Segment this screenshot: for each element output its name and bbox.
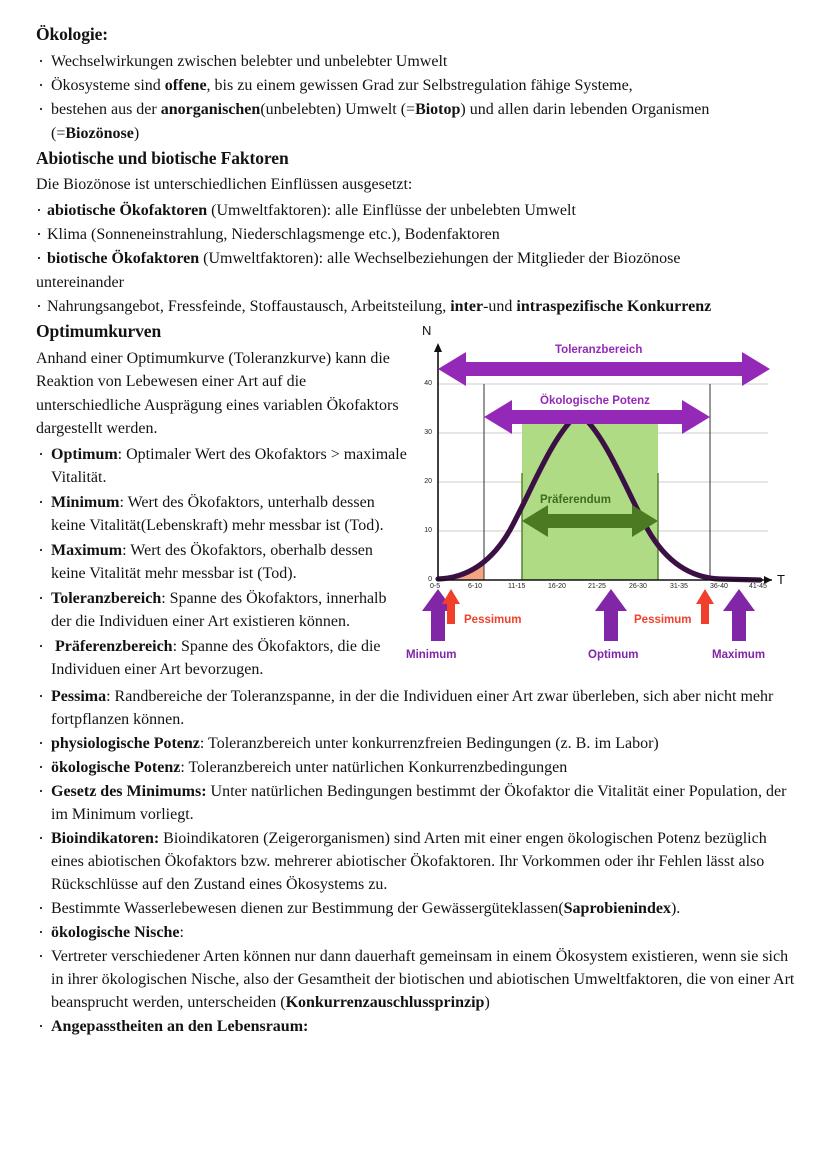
optimumkurve-chart: N T 0 10 20 30 40 0-5 6-10 11-15 16-20 2… bbox=[406, 322, 802, 670]
region-pessimum-left bbox=[438, 561, 484, 580]
label-toleranzbereich: Toleranzbereich bbox=[555, 343, 643, 356]
list-item: Präferenzbereich: Spanne des Ökofaktors,… bbox=[36, 634, 408, 682]
y-tick-10: 10 bbox=[424, 526, 432, 534]
list-faktoren: abiotische Ökofaktoren (Umweltfaktoren):… bbox=[36, 198, 796, 320]
list-item: Bioindikatoren: Bioindikatoren (Zeigeror… bbox=[36, 826, 796, 896]
y-tick-20: 20 bbox=[424, 477, 432, 485]
definitions-region: Pessima: Randbereiche der Toleranzspanne… bbox=[36, 684, 796, 1040]
label-praeferendum: Präferendum bbox=[540, 493, 611, 506]
list-item: ökologische Potenz: Toleranzbereich unte… bbox=[36, 755, 796, 781]
y-axis-label: N bbox=[422, 322, 432, 338]
x-axis-label: T bbox=[777, 571, 785, 587]
list-item-continuation: (=Biozönose) bbox=[51, 124, 140, 142]
section-heading-optimumkurven: Optimumkurven bbox=[36, 320, 162, 341]
list-definitions: Pessima: Randbereiche der Toleranzspanne… bbox=[36, 684, 796, 1040]
list-oekologie: Wechselwirkungen zwischen belebter und u… bbox=[36, 49, 796, 145]
label-pessimum-right: Pessimum bbox=[634, 613, 692, 626]
x-tick-11-15: 11-15 bbox=[508, 582, 526, 590]
optimumkurven-text-column: Optimumkurven Anhand einer Optimumkurve … bbox=[36, 319, 408, 683]
y-tick-30: 30 bbox=[424, 428, 432, 436]
x-tick-31-35: 31-35 bbox=[670, 582, 688, 590]
x-tick-0-5: 0-5 bbox=[430, 582, 441, 590]
list-item: Klima (Sonneneinstrahlung, Niederschlags… bbox=[36, 222, 796, 248]
x-tick-26-30: 26-30 bbox=[629, 582, 647, 590]
praeferendum-borders bbox=[521, 472, 659, 580]
label-oekologische-potenz: Ökologische Potenz bbox=[540, 394, 650, 407]
list-item: Gesetz des Minimums: Unter natürlichen B… bbox=[36, 779, 796, 826]
label-pessimum-left: Pessimum bbox=[464, 613, 522, 626]
list-optimumkurven: Optimum: Optimaler Wert des Okofaktors >… bbox=[36, 442, 408, 682]
optimumkurve-figure: N T 0 10 20 30 40 0-5 6-10 11-15 16-20 2… bbox=[406, 319, 802, 670]
list-item: Vertreter verschiedener Arten können nur… bbox=[36, 944, 796, 1014]
list-item: Nahrungsangebot, Fressfeinde, Stoffausta… bbox=[36, 294, 796, 320]
label-minimum: Minimum bbox=[406, 648, 457, 661]
list-item: Toleranzbereich: Spanne des Ökofaktors, … bbox=[36, 586, 408, 634]
potenz-vertical-lines bbox=[483, 383, 711, 580]
x-tick-21-25: 21-25 bbox=[588, 582, 606, 590]
list-item: Minimum: Wert des Ökofaktors, unterhalb … bbox=[36, 490, 408, 538]
list-item: Angepasstheiten an den Lebensraum: bbox=[36, 1014, 796, 1040]
list-item: abiotische Ökofaktoren (Umweltfaktoren):… bbox=[36, 198, 796, 224]
list-item: Ökosysteme sind offene, bis zu einem gew… bbox=[36, 73, 796, 99]
x-tick-6-10: 6-10 bbox=[468, 582, 483, 590]
y-tick-0: 0 bbox=[428, 575, 432, 583]
label-maximum: Maximum bbox=[712, 648, 766, 661]
arrow-pessimum-left bbox=[442, 588, 460, 624]
list-item: Bestimmte Wasserlebewesen dienen zur Bes… bbox=[36, 896, 796, 922]
list-item: ökologische Nische: bbox=[36, 920, 796, 946]
list-item-continuation: untereinander bbox=[36, 273, 124, 291]
chart-svg bbox=[422, 342, 772, 641]
chart-axes bbox=[434, 342, 772, 584]
arrow-praeferendum bbox=[522, 504, 658, 537]
section-heading-oekologie: Ökologie: bbox=[36, 24, 109, 44]
list-item: biotische Ökofaktoren (Umweltfaktoren): … bbox=[36, 246, 796, 272]
list-item: Pessima: Randbereiche der Toleranzspanne… bbox=[36, 684, 796, 731]
optimumkurven-lead: Anhand einer Optimumkurve (Toleranzkurve… bbox=[36, 349, 399, 438]
label-optimum: Optimum bbox=[588, 648, 639, 661]
list-item: Maximum: Wert des Ökofaktors, oberhalb d… bbox=[36, 538, 408, 586]
arrow-maximum bbox=[723, 588, 755, 641]
arrow-toleranzbereich bbox=[438, 351, 770, 386]
region-praeferendum-box bbox=[522, 412, 658, 580]
section-heading-faktoren: Abiotische und biotische Faktoren bbox=[36, 148, 289, 168]
x-tick-41-45: 41-45 bbox=[749, 582, 767, 590]
list-item: physiologische Potenz: Toleranzbereich u… bbox=[36, 731, 796, 757]
list-item: Wechselwirkungen zwischen belebter und u… bbox=[36, 49, 796, 75]
y-tick-40: 40 bbox=[424, 379, 432, 387]
list-item: bestehen aus der anorganischen(unbelebte… bbox=[36, 97, 796, 123]
section2-lead: Die Biozönose ist unterschiedlichen Einf… bbox=[36, 175, 413, 193]
x-tick-16-20: 16-20 bbox=[548, 582, 566, 590]
x-tick-36-40: 36-40 bbox=[710, 582, 728, 590]
arrow-optimum bbox=[595, 588, 627, 641]
arrow-oekologische-potenz bbox=[484, 399, 710, 434]
optimumkurven-region: Optimumkurven Anhand einer Optimumkurve … bbox=[36, 319, 796, 683]
list-item: Optimum: Optimaler Wert des Okofaktors >… bbox=[36, 442, 408, 490]
arrow-pessimum-right bbox=[696, 588, 714, 624]
